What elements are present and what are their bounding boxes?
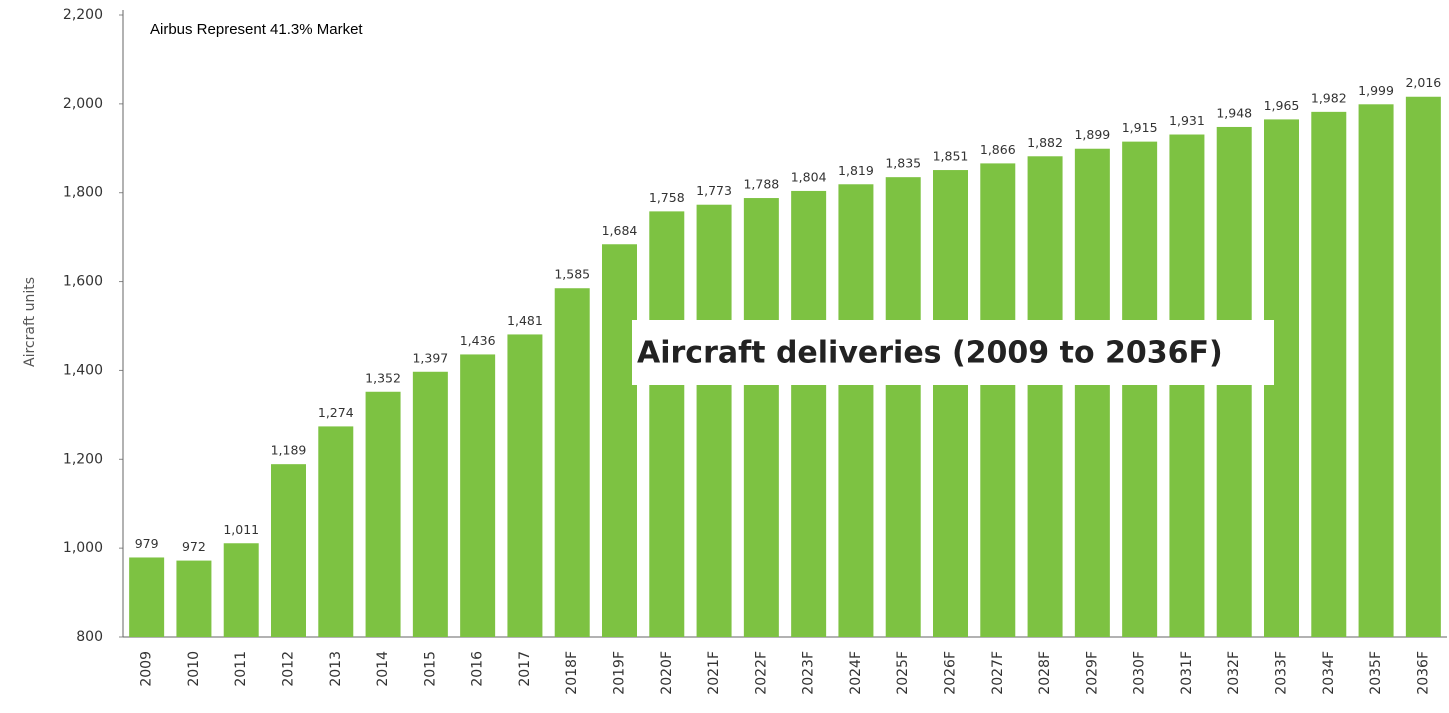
value-label: 1,999 (1358, 83, 1394, 98)
bar (885, 177, 921, 637)
value-label: 1,397 (412, 350, 448, 365)
value-label: 1,804 (791, 169, 827, 184)
value-label: 1,882 (1027, 135, 1063, 150)
x-tick-label: 2029F (1084, 651, 1100, 695)
title-background (632, 320, 1274, 385)
bar (1122, 141, 1158, 637)
bar (271, 464, 306, 637)
value-label: 2,016 (1405, 75, 1441, 90)
x-tick-label: 2014 (375, 651, 391, 687)
value-label: 1,189 (271, 443, 307, 458)
bar (743, 198, 779, 637)
bar (933, 170, 968, 637)
bar (980, 163, 1016, 638)
x-tick-label: 2016 (470, 651, 486, 687)
value-label: 1,851 (933, 149, 969, 164)
bar (1027, 156, 1063, 638)
bar (460, 354, 496, 637)
value-label: 1,866 (980, 142, 1016, 157)
x-tick-label: 2017 (517, 651, 533, 687)
y-tick-label: 1,400 (63, 362, 103, 378)
value-label: 1,899 (1074, 127, 1110, 142)
x-tick-label: 2024F (848, 651, 864, 695)
x-tick-label: 2030F (1132, 651, 1148, 695)
x-tick-label: 2033F (1274, 651, 1290, 695)
value-label: 979 (135, 536, 159, 551)
x-tick-label: 2034F (1321, 651, 1337, 695)
y-tick-label: 1,600 (63, 274, 103, 290)
y-tick-label: 2,200 (63, 7, 103, 23)
x-tick-label: 2026F (943, 651, 959, 695)
x-tick-label: 2020F (659, 651, 675, 695)
x-tick-label: 2013 (328, 651, 344, 687)
bar (649, 211, 685, 638)
x-tick-label: 2021F (706, 651, 722, 695)
bar (176, 560, 212, 637)
value-label: 1,835 (885, 156, 921, 171)
x-tick-label: 2018F (564, 651, 580, 695)
value-label: 1,585 (554, 267, 590, 282)
x-tick-label: 2009 (139, 651, 155, 687)
x-tick-label: 2031F (1179, 651, 1195, 695)
bar (1405, 96, 1441, 637)
value-label: 1,274 (318, 405, 354, 420)
value-label: 972 (182, 539, 206, 554)
value-label: 1,965 (1264, 98, 1300, 113)
value-label: 1,788 (743, 177, 779, 192)
bar (1311, 111, 1347, 637)
chart-title: Aircraft deliveries (2009 to 2036F) (637, 336, 1223, 371)
value-label: 1,684 (602, 223, 638, 238)
x-tick-label: 2028F (1037, 651, 1053, 695)
bar (838, 184, 874, 637)
bar (602, 244, 637, 637)
value-label: 1,982 (1311, 90, 1347, 105)
x-tick-label: 2011 (233, 651, 249, 687)
bar (1358, 104, 1394, 637)
value-label: 1,481 (507, 313, 543, 328)
y-tick-label: 800 (76, 629, 103, 645)
bar (1074, 148, 1110, 638)
bar (1169, 134, 1205, 637)
chart-subtitle: Airbus Represent 41.3% Market (150, 21, 363, 38)
value-label: 1,819 (838, 163, 874, 178)
y-tick-label: 1,800 (63, 185, 103, 201)
value-label: 1,352 (365, 370, 401, 385)
bar (365, 391, 401, 637)
x-tick-label: 2025F (895, 651, 911, 695)
y-tick-label: 1,000 (63, 540, 103, 556)
value-label: 1,915 (1122, 120, 1158, 135)
x-tick-label: 2015 (422, 651, 438, 687)
bar (554, 288, 590, 637)
y-axis-label: Aircraft units (22, 277, 38, 367)
value-label: 1,773 (696, 183, 732, 198)
bar (696, 204, 732, 637)
y-tick-label: 1,200 (63, 451, 103, 467)
value-label: 1,931 (1169, 113, 1205, 128)
bar (507, 334, 543, 637)
x-tick-label: 2036F (1415, 651, 1431, 695)
bar (412, 371, 448, 637)
x-tick-label: 2012 (281, 651, 297, 687)
x-tick-label: 2022F (753, 651, 769, 695)
value-label: 1,948 (1216, 105, 1252, 120)
y-tick-label: 2,000 (63, 96, 103, 112)
x-tick-label: 2027F (990, 651, 1006, 695)
value-label: 1,436 (460, 333, 496, 348)
value-label: 1,011 (223, 522, 259, 537)
x-tick-label: 2010 (186, 651, 202, 687)
x-tick-label: 2032F (1226, 651, 1242, 695)
bar (223, 543, 259, 637)
bar (791, 190, 827, 638)
x-tick-label: 2019F (612, 651, 628, 695)
value-label: 1,758 (649, 190, 685, 205)
x-tick-label: 2023F (801, 651, 817, 695)
bar (129, 557, 165, 637)
bar (318, 426, 354, 637)
x-tick-label: 2035F (1368, 651, 1384, 695)
